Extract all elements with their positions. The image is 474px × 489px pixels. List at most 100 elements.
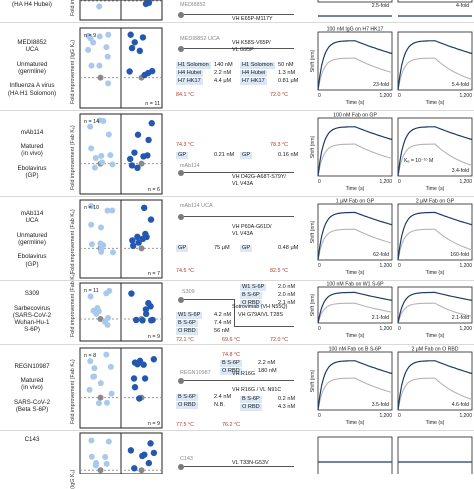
row-label-line: (HA H4 Hubei) [12, 1, 52, 9]
fold-change-label: 2.1-fold [452, 315, 469, 321]
mutation-label: VL V43A [232, 181, 254, 187]
antigen-chip: H4 Hubei [176, 70, 204, 77]
mutant-dot-light [88, 221, 95, 228]
kd-value: 180 nM [258, 368, 277, 374]
mutant-dot-light [105, 80, 112, 87]
antigen-chip: H4 Hubei [240, 70, 268, 77]
sensorgram-mutant-curve [397, 126, 473, 177]
x-tick-label: 0 [398, 93, 401, 99]
row-label-line: (in vivo) [21, 384, 43, 392]
mutant-dot-dark [136, 395, 143, 402]
lineage-line [184, 172, 294, 173]
mutant-dot-dark [130, 375, 138, 382]
mutant-dot-light [102, 453, 109, 460]
x-tick-label: 1,200 [379, 93, 392, 99]
sensorgram-frame [317, 0, 393, 3]
kd-value: 2.0 nM [278, 284, 296, 290]
fold-change-label: 62-fold [373, 252, 389, 258]
row-divider [0, 196, 474, 197]
mutant-dot-light [105, 438, 112, 445]
melting-temp: 78.3 °C [270, 142, 289, 148]
row-label-line: s virus [0, 0, 64, 1]
sensorgram-wildtype-curve [317, 302, 393, 324]
antigen-chip: W1 S-6P [240, 284, 267, 291]
mutant-dot-light [105, 131, 112, 138]
x-tick-label: 0 [318, 413, 321, 419]
row-label-line: mAb114 [20, 210, 44, 218]
mutant-dot-light [98, 224, 105, 231]
mutant-dot-light [91, 164, 98, 171]
row-divider [0, 110, 474, 111]
x-tick-label: 1,200 [459, 93, 472, 99]
row-label-line: Unmatured [16, 231, 48, 239]
row-label-line: Unmatured [16, 60, 48, 68]
sensorgram-mutant-curve [397, 40, 473, 91]
lineage-node [178, 214, 184, 220]
mutant-dot-dark [131, 465, 138, 472]
mutant-dot-light [92, 462, 99, 469]
row-label-line: Ebolavirus [17, 253, 47, 261]
sensorgram-mutant-curve [317, 291, 393, 324]
mutant-dot-dark [126, 155, 134, 163]
x-axis-label: Time (s) [346, 420, 365, 426]
fold-change-label: 3.4-fold [452, 168, 469, 174]
x-tick-label: 0 [398, 326, 401, 332]
x-axis-label: Time (s) [426, 100, 445, 106]
mutant-dot-light [96, 3, 103, 10]
mutation-label: VH G79A/VL T28S [238, 312, 283, 318]
mutation-label: VL T33N-G53V [232, 460, 269, 466]
antigen-chip: B S-6P [240, 292, 262, 299]
sensorgram-wildtype-curve [397, 377, 473, 411]
mutant-dot-dark [139, 452, 146, 460]
sensorgram-title: 2 μM Fab on O RBD [411, 347, 458, 353]
kd-value: 0.21 nM [214, 152, 235, 158]
mutant-dot-light [87, 358, 94, 365]
row-label-line: Ebolavirus [17, 164, 47, 172]
mutant-dot-light [96, 33, 103, 40]
x-axis-label: Time (s) [426, 420, 445, 426]
kd-value: 4.2 nM [214, 312, 232, 318]
control-dot [97, 467, 104, 474]
sensorgram-frame [397, 0, 473, 3]
y-axis-label: Shift (nm) [310, 369, 316, 392]
mutant-dot-light [104, 53, 111, 60]
mutant-dot-light [107, 152, 114, 159]
sensorgram-mutant-curve [397, 211, 473, 261]
fold-change-label: 2.1-fold [372, 315, 389, 321]
melting-temp: 72.1 °C [176, 337, 195, 343]
kd-value: 2.0 nM [278, 292, 296, 298]
mutant-dot-dark [134, 164, 141, 172]
control-dot [97, 394, 104, 401]
binding-kinetics-panels: 100 nM IgG on H4 Hubei2.5-fold4-fold100 … [310, 0, 473, 474]
sensorgram-wildtype-curve [317, 57, 393, 91]
x-tick-label: 1,200 [379, 326, 392, 332]
mutant-dot-light [96, 62, 103, 69]
sensorgram-frame [397, 203, 473, 261]
row-divider [0, 280, 474, 281]
lineage-line [184, 216, 294, 217]
kd-value: 56 nM [214, 328, 230, 334]
row-label-line: (HA H1 Solomon) [7, 89, 57, 97]
mutant-dot-light [105, 31, 112, 38]
mutant-dot-light [97, 240, 104, 247]
lineage-line [184, 14, 294, 15]
mutant-dot-dark [128, 44, 136, 52]
melting-temp: 74.3 °C [176, 142, 195, 148]
mutant-dot-dark [145, 299, 152, 307]
y-axis-label: Shift (nm) [310, 293, 316, 316]
sensorgram-frame [397, 31, 473, 91]
mutant-dot-light [91, 365, 98, 372]
mutant-dot-light [90, 373, 97, 380]
sensorgram-title: 100 nM Fab on GP [333, 113, 377, 119]
row-label-line: SARS-CoV-2 [13, 398, 51, 406]
sensorgram-wildtype-curve [317, 228, 393, 261]
antigen-chip: O RBD [176, 328, 198, 335]
mutant-dot-light [109, 161, 116, 168]
mutant-dot-dark [150, 356, 158, 363]
row-divider [0, 430, 474, 431]
row-label-line: C143 [24, 436, 40, 443]
n-count-right: n = 7 [148, 271, 160, 277]
mutant-dot-light [108, 390, 115, 397]
row-label-line: Matured [20, 143, 44, 151]
n-count-left: n = 8 [84, 353, 96, 359]
